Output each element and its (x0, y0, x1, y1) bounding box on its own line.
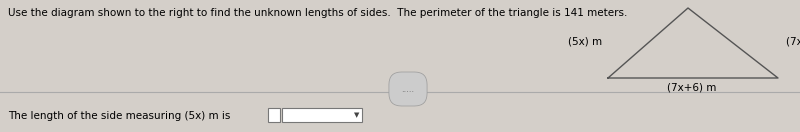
Text: .....: ..... (402, 84, 414, 93)
Text: (7x+6) m: (7x+6) m (667, 83, 717, 93)
Text: Use the diagram shown to the right to find the unknown lengths of sides.  The pe: Use the diagram shown to the right to fi… (8, 8, 627, 18)
Bar (268, 108, 280, 122)
Text: The length of the side measuring (5x) m is: The length of the side measuring (5x) m … (8, 111, 230, 121)
Bar (282, 108, 362, 122)
Text: ▼: ▼ (354, 112, 360, 118)
Text: (7x+2) m: (7x+2) m (786, 37, 800, 47)
Text: (5x) m: (5x) m (568, 37, 602, 47)
